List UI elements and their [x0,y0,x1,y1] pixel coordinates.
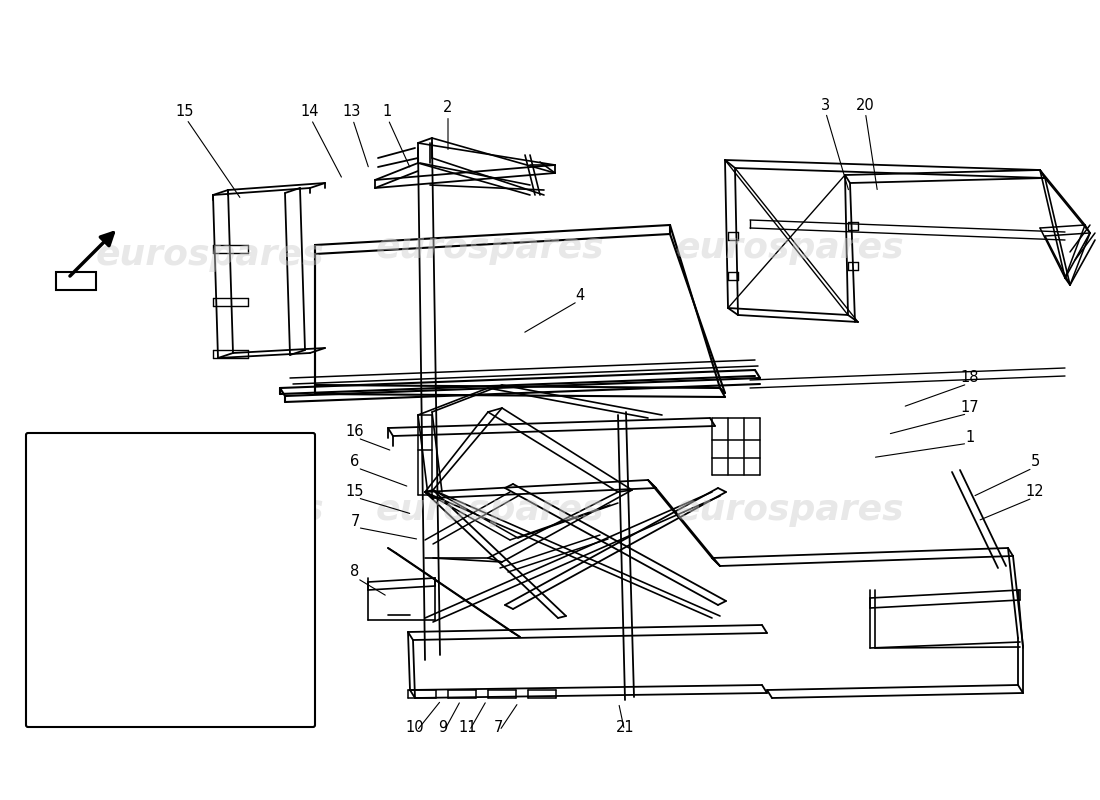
Text: 9: 9 [439,721,448,735]
Bar [56,272,96,290]
Text: eurospares: eurospares [96,238,324,272]
Text: 10: 10 [406,721,425,735]
Text: 7: 7 [350,514,360,530]
Text: 19: 19 [73,665,91,679]
Text: 1: 1 [383,105,392,119]
Text: 13: 13 [343,105,361,119]
Text: eurospares: eurospares [675,231,904,265]
Text: 16: 16 [345,425,364,439]
Text: eurospares: eurospares [376,493,604,527]
Text: 6: 6 [351,454,360,470]
Text: 4: 4 [575,287,584,302]
Text: 14: 14 [300,105,319,119]
Text: 4: 4 [230,490,240,506]
Text: 8: 8 [351,565,360,579]
Text: 5: 5 [1031,454,1040,470]
Text: eurospares: eurospares [675,493,904,527]
FancyBboxPatch shape [26,433,315,727]
Text: 17: 17 [960,401,979,415]
Text: 1: 1 [966,430,975,446]
Text: 11: 11 [459,721,477,735]
Text: 12: 12 [1025,485,1044,499]
Text: 15: 15 [176,105,195,119]
Text: 3: 3 [821,98,829,113]
Text: eurospares: eurospares [376,231,604,265]
Text: Vale per vett. con batteria post.: Vale per vett. con batteria post. [42,665,254,678]
Text: 7: 7 [493,721,503,735]
Text: 15: 15 [345,485,364,499]
Text: 2: 2 [443,101,453,115]
Text: eurospares: eurospares [96,493,324,527]
Text: Valid for rear battery cars: Valid for rear battery cars [42,682,213,695]
Text: 21: 21 [616,721,635,735]
Text: 18: 18 [960,370,979,386]
Text: 20: 20 [856,98,875,113]
Text: 13: 13 [226,461,244,475]
